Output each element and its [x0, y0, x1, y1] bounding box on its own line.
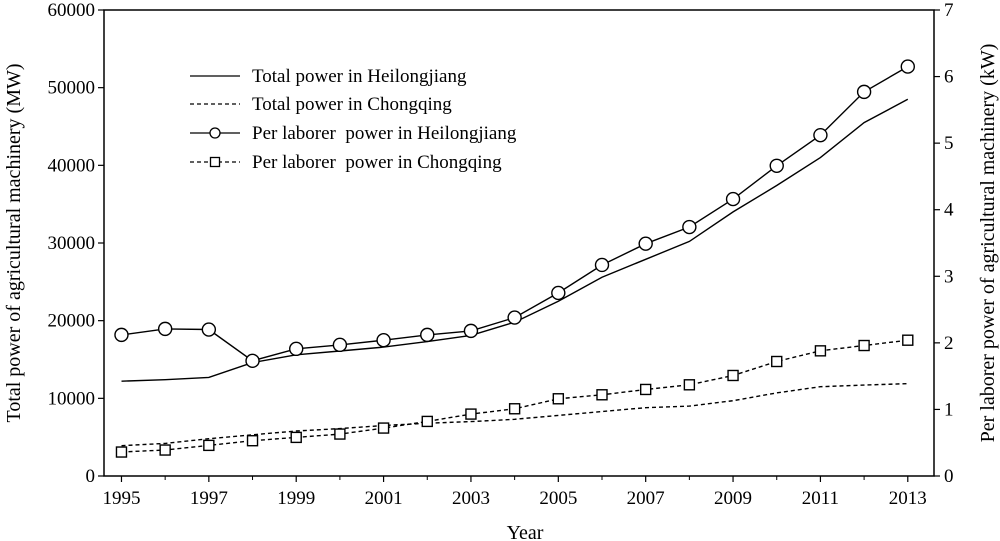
x-tick-label: 2011	[802, 488, 839, 509]
y-tick-label: 60000	[48, 0, 96, 21]
y-tick-label: 10000	[48, 388, 96, 409]
x-axis-title: Year	[507, 522, 544, 541]
data-point	[771, 355, 783, 368]
data-point	[638, 236, 653, 251]
data-point	[552, 393, 565, 405]
data-point	[290, 431, 302, 444]
ticks: 1995 1997 1999 2001 2003 2005 2007 2009 2011 2013…	[48, 0, 955, 509]
data-point	[289, 341, 304, 357]
y2-tick-label: 1	[944, 399, 954, 420]
data-point	[246, 435, 259, 447]
data-point	[334, 428, 346, 440]
y2-axis-title: Per laborer power of agricultural machin…	[977, 44, 999, 443]
y2-tick-label: 4	[944, 200, 954, 221]
data-point	[769, 158, 784, 173]
data-point	[683, 379, 696, 391]
data-point	[725, 191, 741, 207]
data-point	[376, 332, 391, 348]
series-layer	[114, 59, 915, 458]
data-point	[508, 403, 521, 415]
x-tick-label: 2007	[627, 488, 665, 509]
y-tick-label: 0	[86, 466, 96, 487]
data-point	[465, 408, 477, 420]
legend-marker	[209, 127, 221, 139]
y-tick-label: 40000	[48, 155, 96, 176]
data-point	[201, 322, 217, 337]
data-point	[814, 345, 827, 357]
x-tick-label: 2005	[539, 488, 577, 509]
data-point	[421, 415, 433, 428]
x-tick-label: 1999	[277, 488, 315, 509]
data-point	[203, 439, 215, 452]
y2-tick-label: 3	[944, 266, 954, 287]
x-tick-label: 2003	[452, 488, 490, 509]
data-point	[594, 257, 610, 273]
data-point	[900, 59, 915, 74]
legend-marker	[209, 156, 221, 168]
data-point	[639, 383, 652, 396]
x-tick-label: 2001	[365, 488, 403, 509]
legend-label: Total power in Heilongjiang	[252, 66, 467, 87]
data-point	[159, 444, 171, 456]
data-point	[332, 337, 348, 353]
data-point	[157, 321, 173, 337]
x-tick-label: 1995	[102, 488, 140, 509]
data-point	[856, 84, 872, 100]
data-point	[902, 334, 914, 346]
y2-tick-label: 0	[944, 466, 954, 487]
x-tick-label: 1997	[190, 488, 228, 509]
data-point	[420, 327, 435, 343]
data-point	[551, 285, 566, 301]
data-point	[377, 422, 390, 434]
data-point	[245, 353, 260, 369]
y2-tick-label: 7	[944, 0, 954, 21]
x-tick-label: 2009	[714, 488, 752, 509]
legend-label: Total power in Chongqing	[252, 94, 452, 115]
data-point	[596, 389, 608, 401]
legend-label: Per laborer power in Heilongjiang	[252, 123, 517, 144]
data-point	[727, 369, 739, 382]
y-axis-title: Total power of agricultural machinery (M…	[3, 63, 25, 422]
data-point	[858, 339, 870, 352]
series-line-per-laborer-power-in-chongqing	[121, 339, 908, 453]
y2-tick-label: 5	[944, 133, 954, 154]
y2-tick-label: 2	[944, 333, 954, 354]
data-point	[507, 310, 522, 325]
legend-label: Per laborer power in Chongqing	[252, 152, 502, 173]
y-tick-label: 20000	[48, 311, 96, 332]
legend: Total power in Heilongjiang Total power i…	[190, 66, 517, 173]
y-tick-label: 50000	[48, 78, 96, 99]
x-tick-label: 2013	[889, 488, 927, 509]
y-tick-label: 30000	[48, 233, 96, 254]
series-line-total-power-in-chongqing	[121, 382, 908, 447]
data-point	[813, 127, 828, 143]
data-point	[463, 323, 479, 339]
data-point	[114, 327, 129, 343]
data-point	[115, 446, 128, 458]
data-point	[682, 219, 697, 235]
y2-tick-label: 6	[944, 67, 954, 88]
